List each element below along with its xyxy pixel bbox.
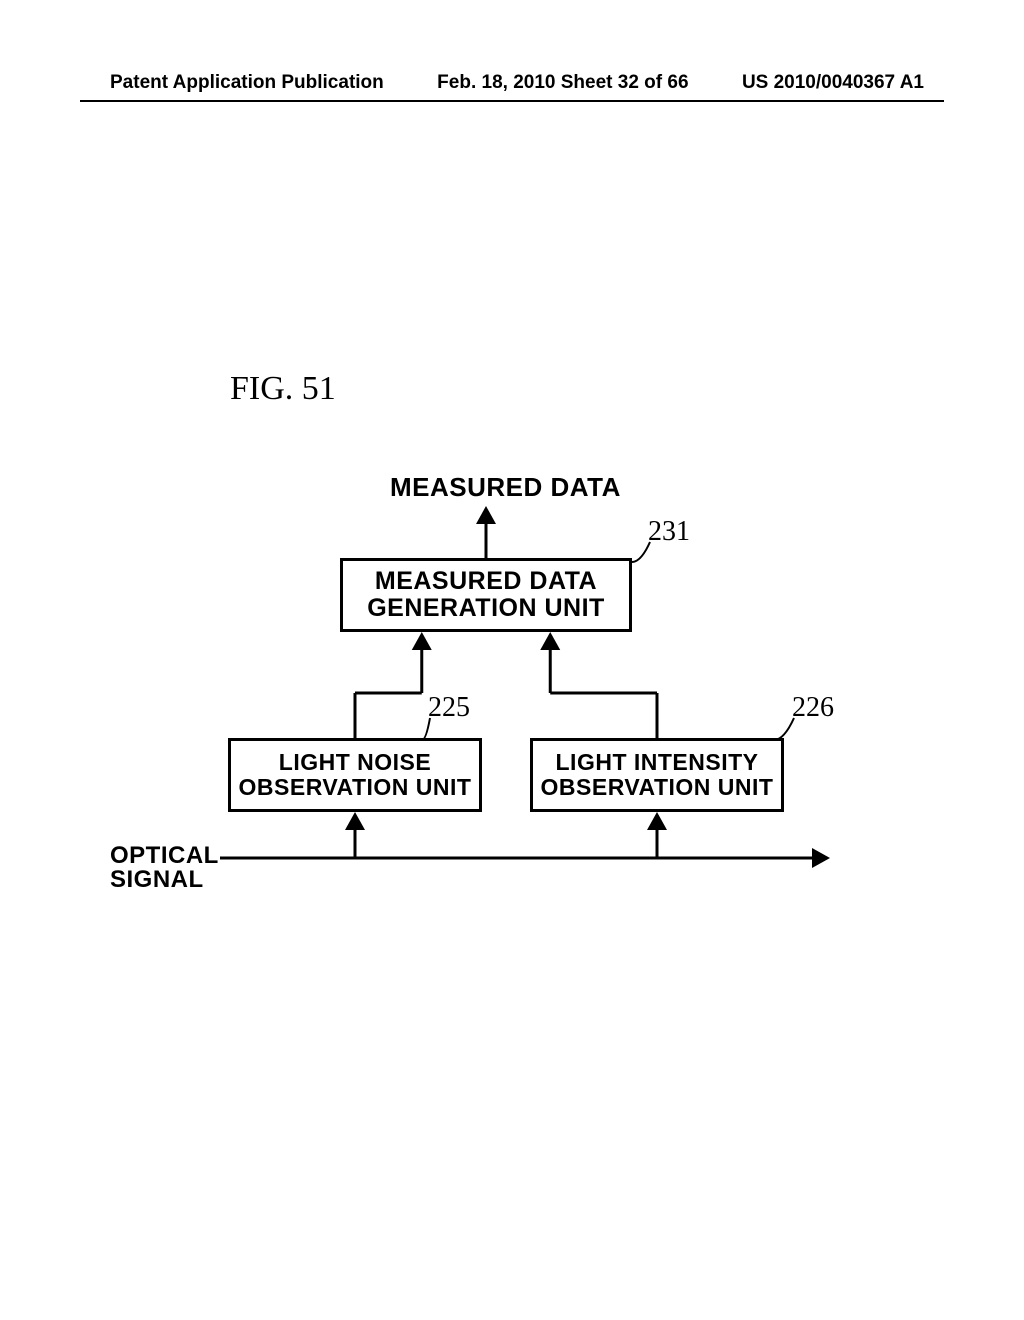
arrows-layer (0, 0, 1024, 1320)
block-diagram: MEASURED DATA MEASURED DATA GENERATION U… (0, 0, 1024, 1320)
